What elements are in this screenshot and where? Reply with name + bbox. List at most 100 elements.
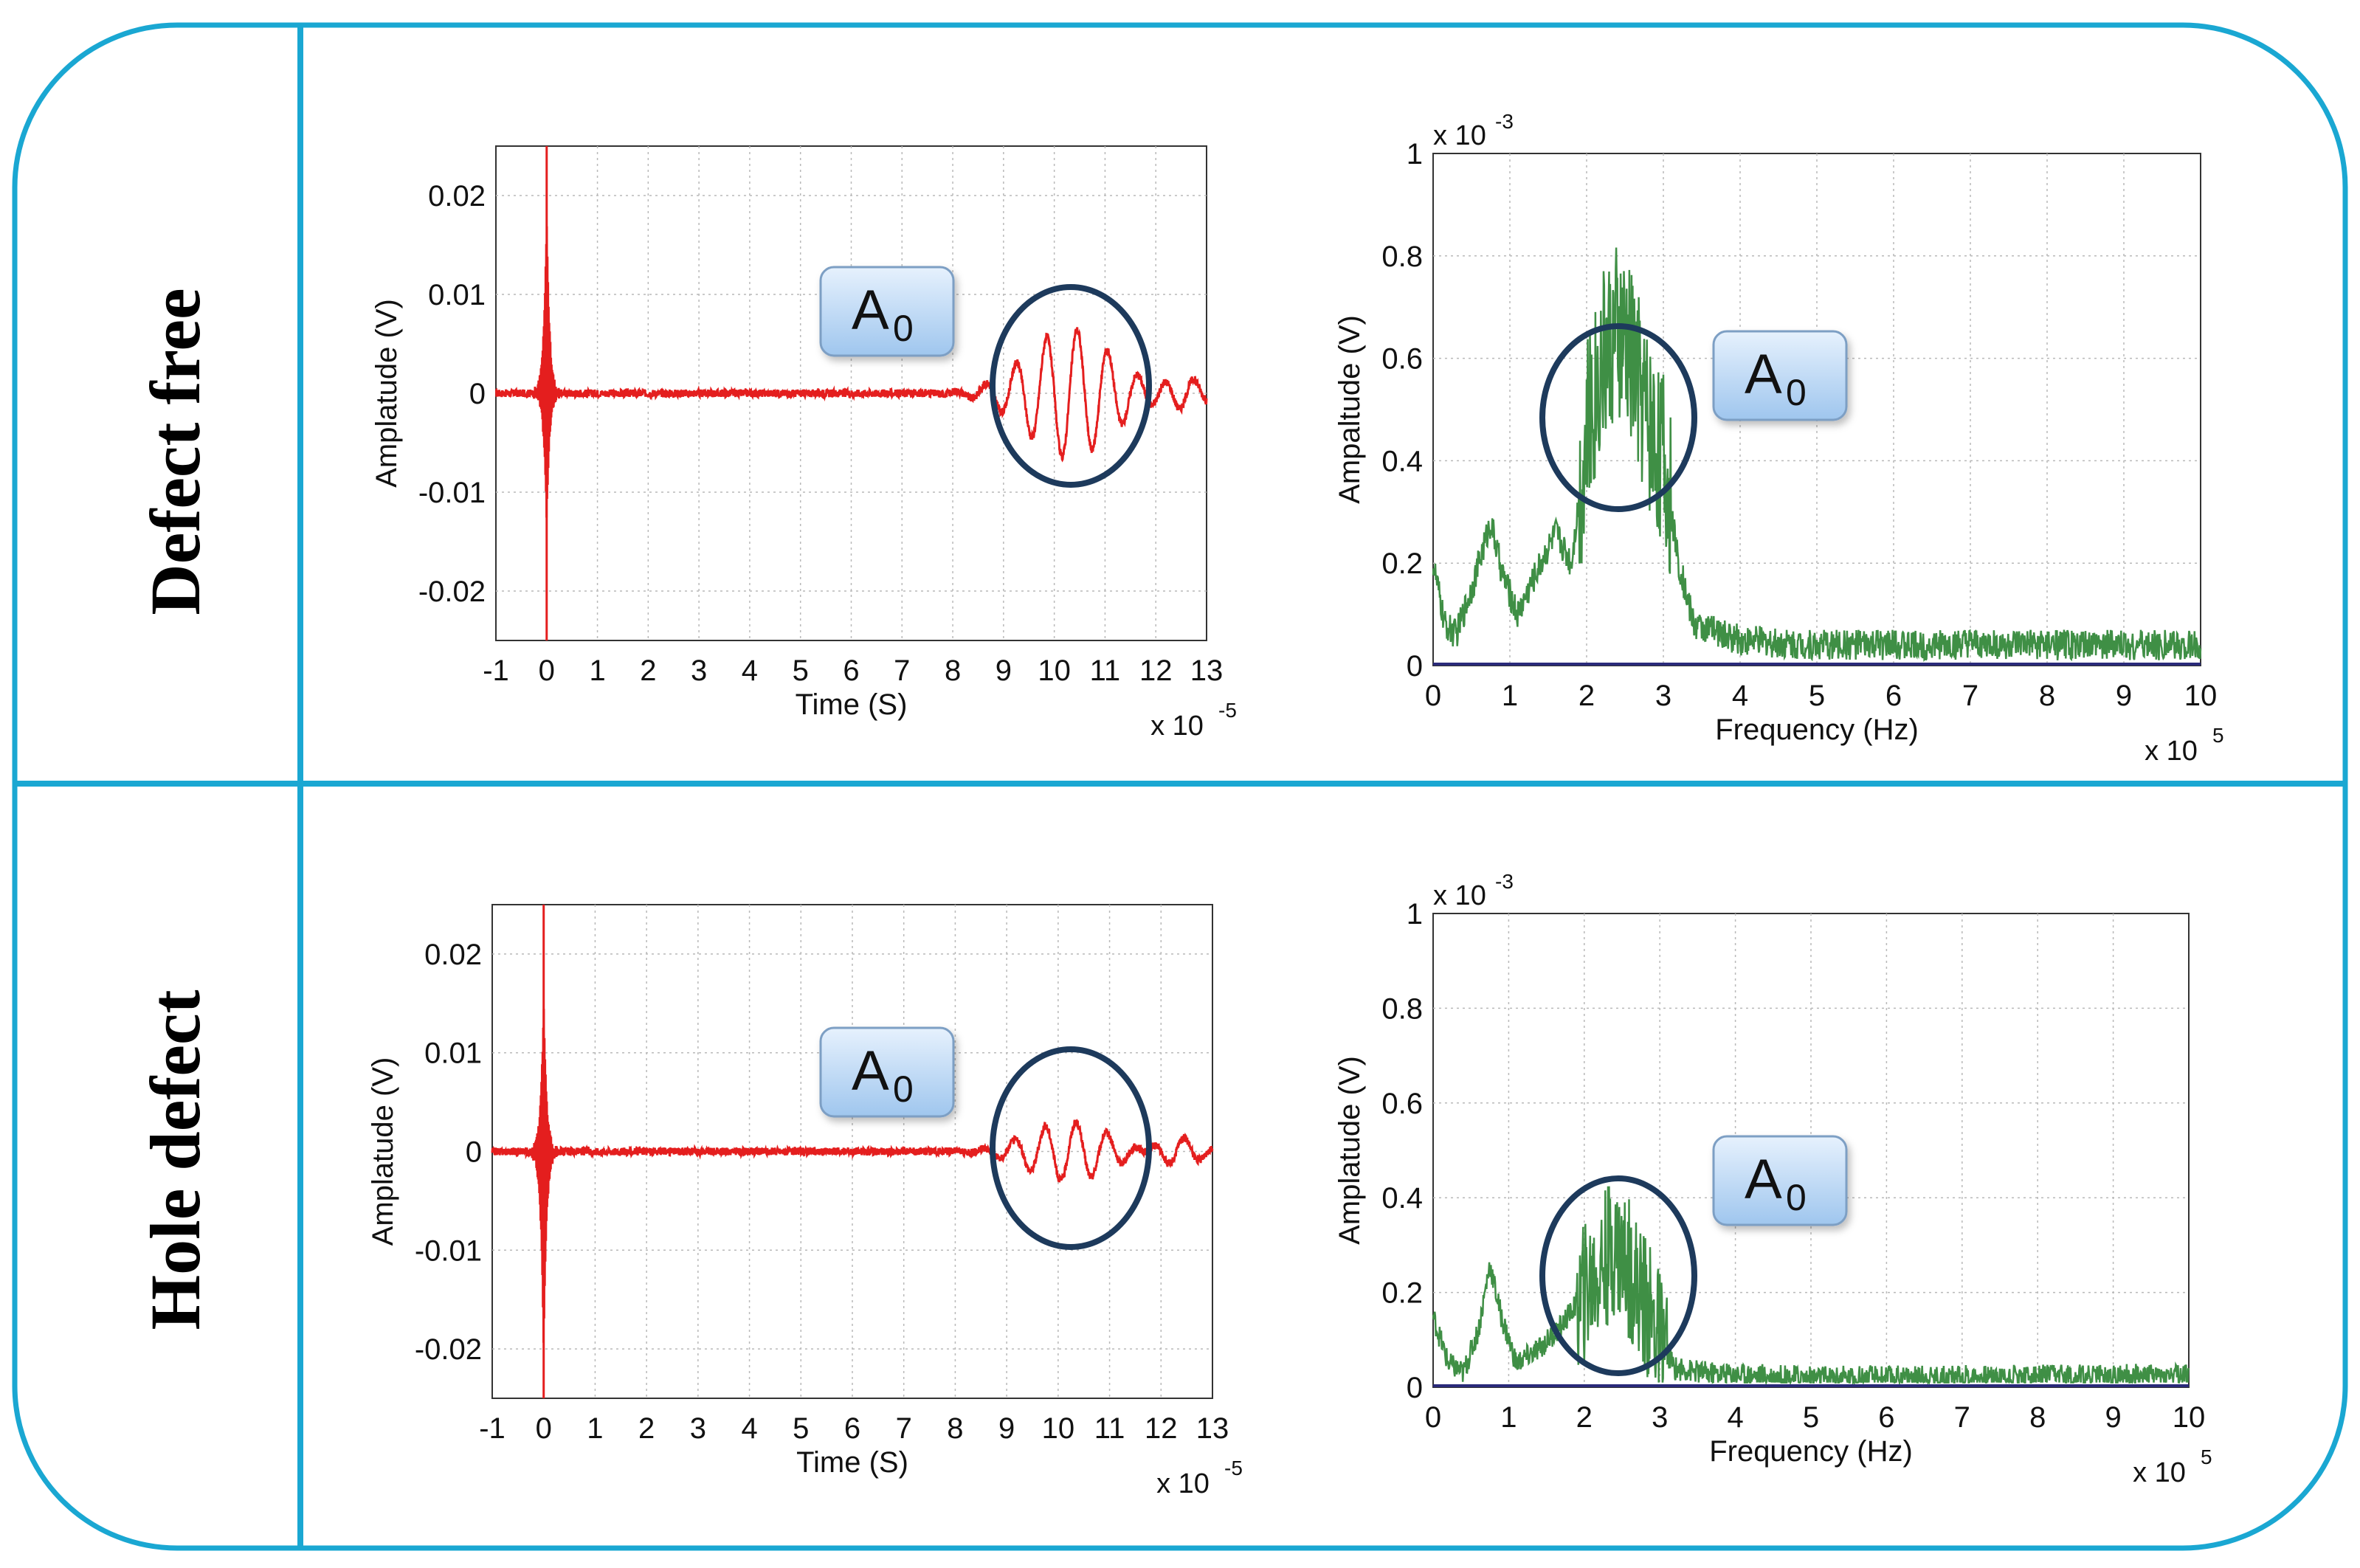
x-tick-label: 11 bbox=[1090, 655, 1121, 687]
y-tick-label: 0.6 bbox=[1381, 343, 1423, 376]
x-tick-label: 7 bbox=[894, 655, 910, 687]
y-tick-label: -0.02 bbox=[418, 576, 486, 608]
x-tick-label: 0 bbox=[536, 1412, 552, 1445]
y-tick-label: 0 bbox=[466, 1136, 482, 1169]
a0-badge-box bbox=[819, 1026, 955, 1118]
y-axis-label: Amplatude (V) bbox=[367, 1057, 399, 1246]
x-tick-label: 2 bbox=[640, 655, 656, 687]
x-tick-label: 4 bbox=[1732, 680, 1748, 712]
spectrum-line bbox=[1432, 247, 2202, 663]
x-tick-label: 0 bbox=[539, 655, 555, 687]
x-tick-label: 6 bbox=[1878, 1401, 1894, 1434]
x-exponent-label: 5 bbox=[2201, 1446, 2212, 1468]
time-plot-hole-defect: -1 0 1 2 3 4 5 6 7 8 9 10 11 12 130.020.010-0.01-0.02T… bbox=[367, 875, 1264, 1499]
x-tick-label: 4 bbox=[742, 655, 758, 687]
a0-badge-subscript: 0 bbox=[893, 1068, 914, 1110]
y-tick-label: 0 bbox=[1407, 1372, 1423, 1404]
x-tick-label: 0 bbox=[1425, 680, 1441, 712]
a0-badge-label: A bbox=[1745, 343, 1782, 406]
x-tick-label: 3 bbox=[690, 1412, 706, 1445]
x-tick-label: 8 bbox=[2039, 680, 2055, 712]
x-exponent-label: -5 bbox=[1224, 1457, 1243, 1479]
x-axis-label: Frequency (Hz) bbox=[1715, 714, 1919, 746]
a0-badge-box bbox=[819, 266, 955, 357]
a0-highlight-circle bbox=[990, 1046, 1152, 1250]
y-exponent-label: -3 bbox=[1495, 110, 1514, 133]
x-tick-label: 3 bbox=[1652, 1401, 1668, 1434]
time-plot-defect-free: -1 0 1 2 3 4 5 6 7 8 9 10 11 12 130.020.010-0.01-0.02T… bbox=[370, 117, 1258, 742]
x-axis-label: Frequency (Hz) bbox=[1709, 1435, 1913, 1468]
a0-badge-box bbox=[1712, 1135, 1848, 1226]
x-tick-label: 8 bbox=[2029, 1401, 2046, 1434]
y-tick-label: 0.2 bbox=[1381, 548, 1423, 580]
x-tick-label: 8 bbox=[945, 655, 961, 687]
y-tick-label: -0.01 bbox=[418, 477, 486, 509]
x-tick-label: 5 bbox=[1809, 680, 1825, 712]
y-tick-label: 0.4 bbox=[1381, 445, 1423, 477]
x-tick-label: 6 bbox=[1885, 680, 1902, 712]
x-exponent-label: 5 bbox=[2212, 724, 2224, 747]
x-tick-label: 12 bbox=[1139, 655, 1173, 687]
x-multiplier-label: x 10 bbox=[2145, 736, 2198, 767]
a0-badge-label: A bbox=[852, 279, 889, 342]
a0-badge-box bbox=[1712, 330, 1848, 421]
y-tick-label: 1 bbox=[1407, 138, 1423, 170]
spectrum-line bbox=[1432, 1186, 2190, 1386]
x-tick-label: 13 bbox=[1190, 655, 1224, 687]
row-label-defect-free: Defect free bbox=[136, 288, 215, 615]
y-tick-label: 0 bbox=[1407, 650, 1423, 683]
x-tick-label: 9 bbox=[996, 655, 1012, 687]
x-tick-label: 9 bbox=[2116, 680, 2132, 712]
a0-badge-subscript: 0 bbox=[893, 308, 914, 349]
spectrum-plot-defect-free: 0 1 2 3 4 5 6 7 8 9 10 1 0.8 0.6 0.4 0.2 0 Frequency (Hz)… bbox=[1315, 110, 2252, 767]
x-tick-label: 10 bbox=[1042, 1412, 1075, 1445]
y-axis-label: Amplatude (V) bbox=[370, 299, 403, 488]
x-tick-label: 3 bbox=[691, 655, 707, 687]
y-axis-label: Ampaltude (V) bbox=[1333, 315, 1366, 504]
y-exponent-label: -3 bbox=[1495, 870, 1514, 893]
a0-badge-subscript: 0 bbox=[1786, 372, 1807, 413]
y-tick-label: 0.8 bbox=[1381, 241, 1423, 273]
x-tick-label: 3 bbox=[1655, 680, 1671, 712]
row-label-hole-defect: Hole defect bbox=[136, 990, 215, 1330]
x-multiplier-label: x 10 bbox=[1156, 1468, 1210, 1499]
time-signal-line bbox=[491, 1009, 1214, 1343]
x-tick-label: 10 bbox=[2173, 1401, 2206, 1434]
x-tick-label: 2 bbox=[1576, 1401, 1593, 1434]
x-tick-label: 2 bbox=[638, 1412, 655, 1445]
x-tick-label: 10 bbox=[2184, 680, 2218, 712]
a0-badge-subscript: 0 bbox=[1786, 1177, 1807, 1218]
outer-frame bbox=[12, 22, 2348, 1551]
y-tick-label: -0.02 bbox=[415, 1333, 482, 1366]
x-tick-label: 2 bbox=[1578, 680, 1595, 712]
x-tick-label: 6 bbox=[844, 1412, 860, 1445]
x-tick-label: -1 bbox=[483, 655, 509, 687]
y-tick-label: 0 bbox=[469, 378, 486, 410]
y-tick-label: 0.02 bbox=[424, 939, 482, 971]
x-tick-label: 8 bbox=[947, 1412, 963, 1445]
x-tick-label: 0 bbox=[1425, 1401, 1441, 1434]
y-tick-label: 0.8 bbox=[1381, 992, 1423, 1025]
y-tick-label: 0.01 bbox=[424, 1037, 482, 1070]
x-axis-label: Time (S) bbox=[796, 688, 908, 721]
x-tick-label: 13 bbox=[1196, 1412, 1229, 1445]
x-tick-label: 1 bbox=[1500, 1401, 1517, 1434]
x-tick-label: 9 bbox=[2105, 1401, 2121, 1434]
x-multiplier-label: x 10 bbox=[1150, 711, 1204, 742]
x-tick-label: 1 bbox=[589, 655, 605, 687]
y-axis-label: Amplatude (V) bbox=[1333, 1056, 1366, 1245]
x-tick-label: 9 bbox=[998, 1412, 1015, 1445]
x-tick-label: 5 bbox=[1803, 1401, 1819, 1434]
a0-highlight-circle bbox=[990, 284, 1152, 488]
x-multiplier-label: x 10 bbox=[2133, 1457, 2186, 1488]
y-tick-label: 0.6 bbox=[1381, 1088, 1423, 1120]
x-tick-label: 6 bbox=[843, 655, 859, 687]
x-tick-label: 7 bbox=[1954, 1401, 1970, 1434]
spectrum-plot-hole-defect: 0 1 2 3 4 5 6 7 8 9 10 1 0.8 0.6 0.4 0.2 0 Frequency (Hz)… bbox=[1315, 870, 2240, 1488]
x-tick-label: 12 bbox=[1145, 1412, 1178, 1445]
x-tick-label: 5 bbox=[793, 1412, 809, 1445]
x-tick-label: 1 bbox=[587, 1412, 603, 1445]
